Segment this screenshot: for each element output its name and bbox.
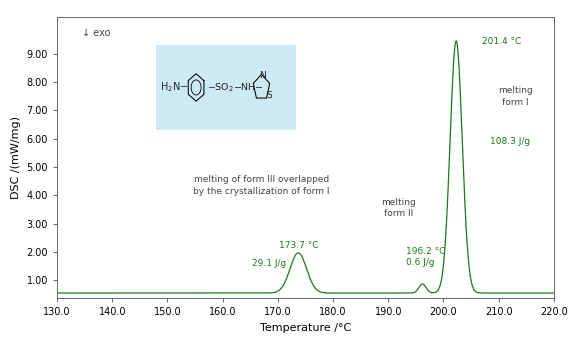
Text: 196.2 °C: 196.2 °C [406, 247, 445, 256]
Text: melting
form II: melting form II [381, 198, 416, 218]
Text: ↓ exo: ↓ exo [82, 28, 110, 38]
Text: 173.7 °C: 173.7 °C [279, 241, 318, 250]
X-axis label: Temperature /°C: Temperature /°C [260, 323, 351, 333]
Text: 108.3 J/g: 108.3 J/g [490, 137, 530, 146]
Text: 29.1 J/g: 29.1 J/g [252, 259, 287, 268]
Text: 201.4 °C: 201.4 °C [482, 37, 521, 46]
Y-axis label: DSC /(mW/mg): DSC /(mW/mg) [11, 116, 21, 199]
Text: 0.6 J/g: 0.6 J/g [406, 258, 435, 267]
Text: melting of form III overlapped
by the crystallization of form I: melting of form III overlapped by the cr… [193, 175, 329, 196]
Text: melting
form I: melting form I [498, 86, 533, 107]
